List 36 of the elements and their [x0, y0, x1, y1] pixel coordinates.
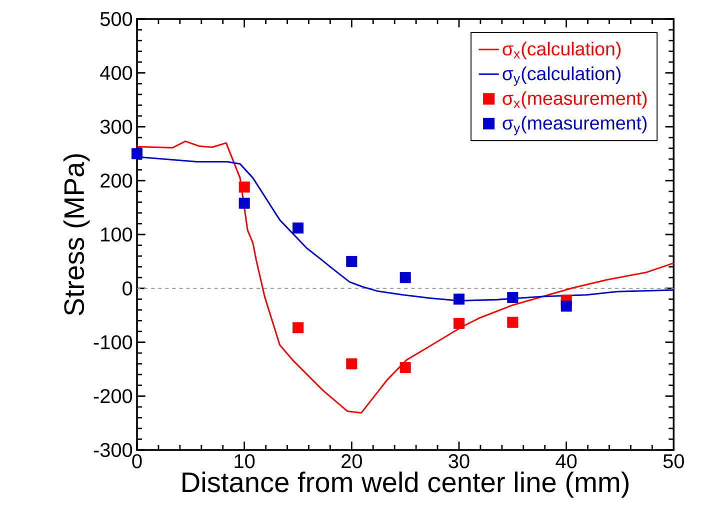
y-tick-label: -100	[94, 335, 132, 350]
y-tick-label: 200	[100, 174, 132, 188]
x-tick-label: 20	[342, 454, 362, 468]
legend-label: σ$_{x}$(calculation)	[502, 42, 620, 60]
point	[507, 292, 518, 304]
y-tick-label: 500	[100, 12, 132, 26]
x-tick-label: 0	[132, 454, 142, 468]
line-series	[136, 140, 674, 414]
point	[453, 294, 465, 305]
point	[560, 300, 572, 312]
point	[238, 182, 250, 193]
y-axis-title: Stress (MPa)	[63, 154, 90, 316]
point	[507, 316, 518, 328]
y-tick-label: 400	[100, 66, 132, 80]
point	[400, 272, 411, 284]
point	[453, 318, 465, 329]
point	[292, 322, 304, 334]
y-tick-label: -300	[94, 442, 132, 458]
point	[131, 148, 143, 160]
point	[346, 358, 358, 370]
x-tick-label: 40	[556, 454, 577, 468]
point	[346, 256, 358, 267]
x-tick-label: 30	[448, 454, 470, 468]
legend-label: σ$_{x}$(measurement)	[502, 91, 647, 109]
legend-label: σ$_{y}$(measurement)	[502, 116, 647, 136]
x-tick-label: 50	[663, 454, 684, 468]
point	[400, 362, 411, 374]
y-tick-label: 300	[100, 120, 132, 134]
x-axis-title: Distance from weld center line (mm)	[182, 472, 629, 498]
y-tick-label: -200	[94, 389, 132, 404]
y-tick-label: 0	[122, 281, 132, 296]
legend-label: σ$_{y}$(calculation)	[502, 66, 620, 86]
point	[238, 198, 250, 209]
point	[292, 222, 304, 234]
y-tick-label: 100	[101, 227, 132, 242]
x-tick-label: 10	[234, 454, 255, 468]
